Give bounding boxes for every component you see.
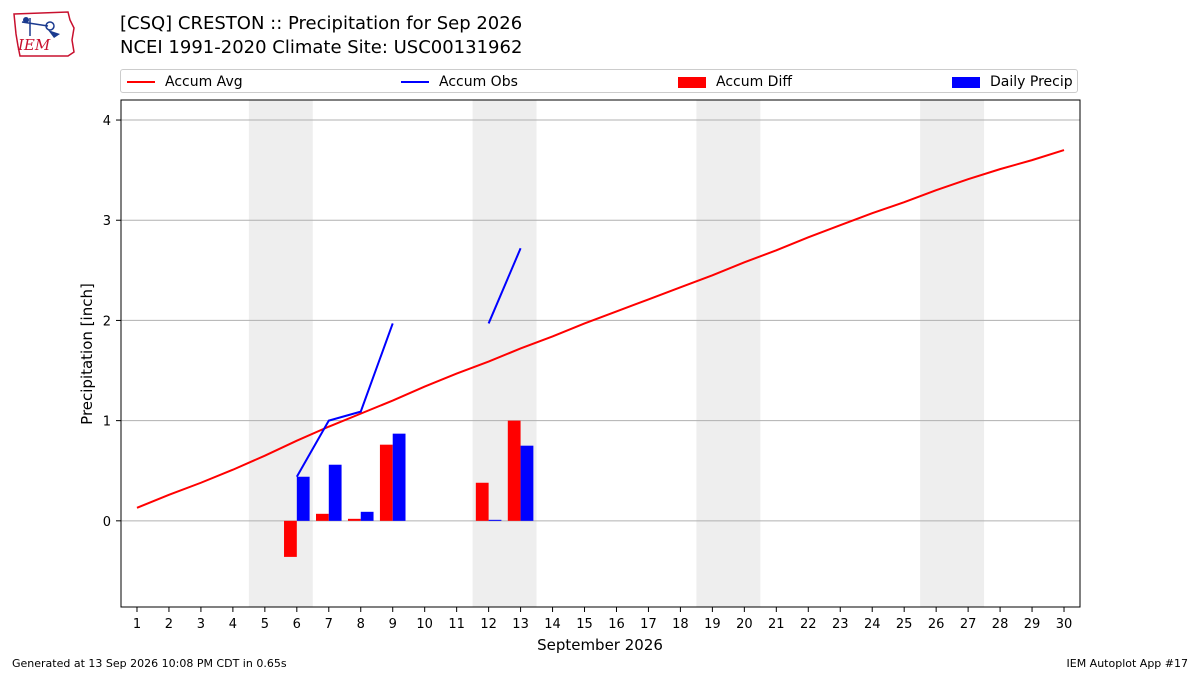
x-tick-label: 27 [960,617,977,632]
legend-item-accum-avg: Accum Avg [127,72,243,92]
x-tick-label: 6 [293,617,301,632]
daily-precip-bar [296,476,310,521]
daily-precip-bar [392,433,406,521]
x-tick-label: 7 [325,617,333,632]
x-tick-label: 9 [389,617,397,632]
x-tick-label: 14 [544,617,561,632]
accum-diff-bar [347,518,361,521]
daily-precip-bar [488,519,502,521]
x-tick-label: 5 [261,617,269,632]
x-tick-label: 8 [357,617,365,632]
daily-precip-bar [520,445,534,521]
footer-generated: Generated at 13 Sep 2026 10:08 PM CDT in… [12,657,287,670]
x-tick-label: 30 [1056,617,1073,632]
x-tick-label: 26 [928,617,945,632]
legend-item-accum-obs: Accum Obs [401,72,518,92]
plot-frame [120,99,1081,608]
x-tick-label: 24 [864,617,881,632]
accum-avg-line [136,149,1065,509]
x-tick-label: 13 [512,617,529,632]
legend-swatch [127,81,155,83]
x-tick-label: 2 [165,617,173,632]
legend-swatch [401,81,429,83]
legend-swatch [678,76,706,88]
legend-swatch [952,76,980,88]
y-tick-label: 2 [103,314,111,329]
legend: Accum Avg Accum Obs Accum Diff Daily Pre… [120,69,1078,93]
iem-logo: IEM [13,11,75,57]
footer-app: IEM Autoplot App #17 [1066,657,1189,670]
x-tick-label: 19 [704,617,721,632]
x-tick-label: 28 [992,617,1009,632]
x-tick-label: 17 [640,617,657,632]
x-tick-label: 21 [768,617,785,632]
weekend-shade [472,100,537,607]
accum-diff-bar [475,482,489,521]
x-tick-label: 25 [896,617,913,632]
accum-obs-line [295,323,394,478]
legend-label: Accum Avg [165,74,243,90]
weekend-shade [696,100,761,607]
weekend-shade [248,100,313,607]
daily-precip-bar [360,511,374,521]
x-tick-label: 11 [448,617,465,632]
accum-diff-bar [284,520,297,557]
x-tick-label: 23 [832,617,849,632]
accum-obs-line [487,247,522,324]
legend-label: Daily Precip [990,74,1073,90]
x-tick-label: 4 [229,617,237,632]
y-tick-label: 3 [103,214,111,229]
chart-subtitle: NCEI 1991-2020 Climate Site: USC00131962 [120,37,523,58]
accum-diff-bar [379,444,393,521]
y-tick-label: 4 [103,114,111,129]
accum-diff-bar [507,420,521,521]
daily-precip-bar [328,464,342,521]
legend-label: Accum Diff [716,74,793,90]
x-tick-label: 10 [416,617,433,632]
x-tick-label: 16 [608,617,625,632]
y-axis-label: Precipitation [inch] [78,283,96,425]
accum-diff-bar [315,513,329,521]
chart-title: [CSQ] CRESTON :: Precipitation for Sep 2… [120,13,523,34]
x-tick-label: 12 [480,617,497,632]
x-tick-label: 1 [133,617,141,632]
x-axis-label: September 2026 [537,636,663,654]
y-tick-label: 1 [103,415,111,430]
x-tick-label: 15 [576,617,593,632]
svg-text:IEM: IEM [17,36,51,54]
y-tick-label: 0 [103,515,111,530]
x-tick-label: 18 [672,617,689,632]
x-tick-label: 20 [736,617,753,632]
weekend-shade [920,100,985,607]
legend-item-daily-precip: Daily Precip [952,72,1073,92]
legend-label: Accum Obs [439,74,518,90]
x-tick-label: 3 [197,617,205,632]
x-tick-label: 22 [800,617,817,632]
x-tick-label: 29 [1024,617,1041,632]
legend-item-accum-diff: Accum Diff [678,72,792,92]
